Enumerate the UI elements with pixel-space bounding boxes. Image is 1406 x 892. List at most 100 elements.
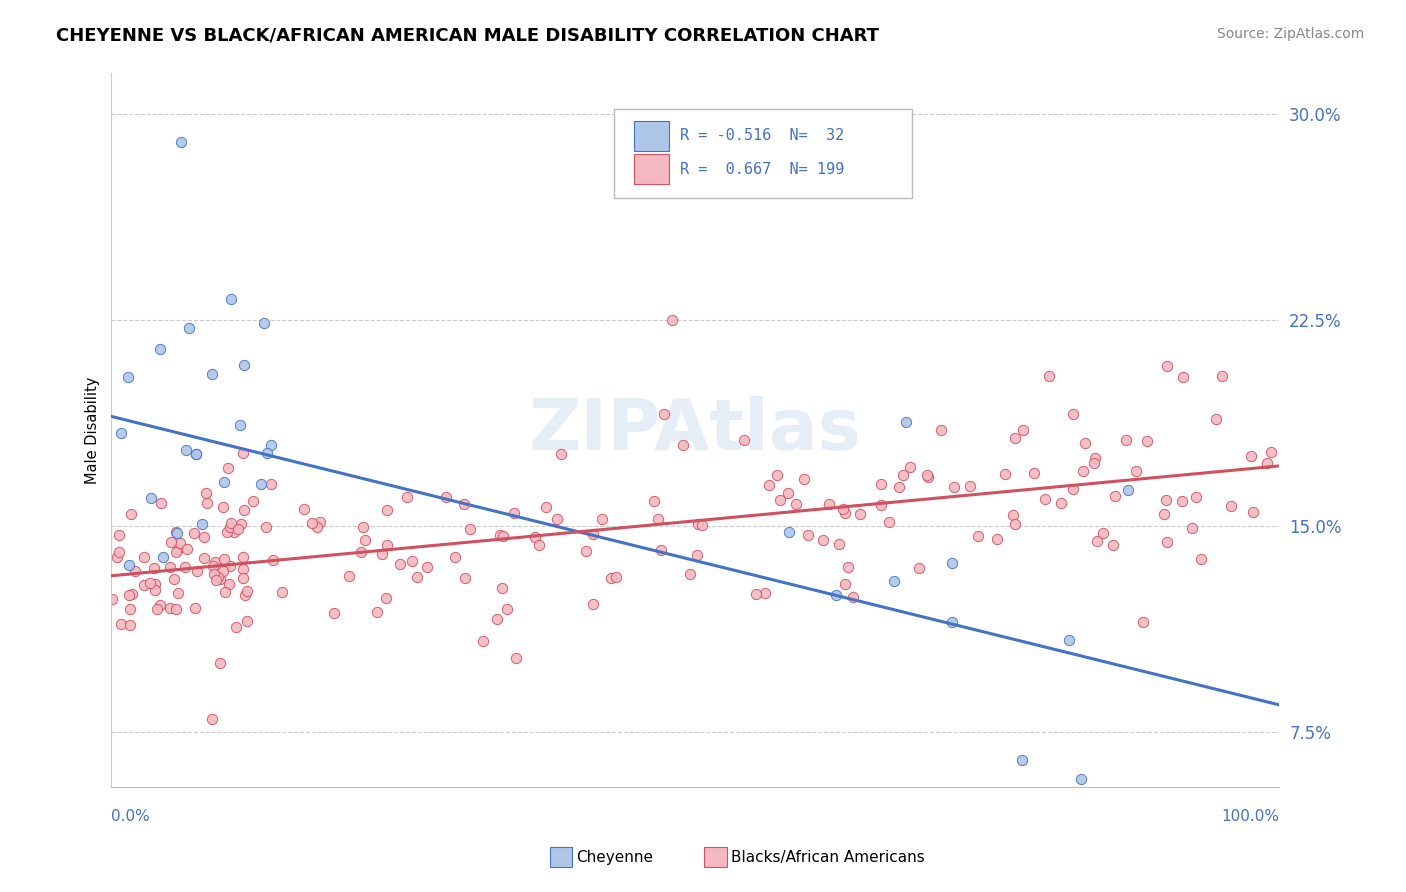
Point <box>121 587 143 601</box>
Point <box>894 415 917 429</box>
Point <box>166 542 188 557</box>
Text: ZIPAtlas: ZIPAtlas <box>529 396 862 465</box>
Point <box>766 467 789 482</box>
Point <box>212 565 235 579</box>
Point <box>388 558 411 572</box>
Point <box>453 497 475 511</box>
Point <box>650 542 672 557</box>
Point <box>354 533 377 547</box>
Text: Blacks/African Americans: Blacks/African Americans <box>731 850 925 864</box>
Point <box>202 567 225 582</box>
Point <box>118 602 141 616</box>
Point <box>232 502 254 516</box>
Point <box>1171 494 1194 508</box>
Point <box>661 313 683 327</box>
Point <box>186 565 208 579</box>
Point <box>233 587 256 601</box>
Point <box>117 558 139 573</box>
Point <box>778 524 800 539</box>
Text: 0.0%: 0.0% <box>111 809 150 824</box>
Point <box>105 549 128 564</box>
Point <box>118 618 141 632</box>
Point <box>374 591 396 605</box>
Point <box>212 500 235 514</box>
Point <box>143 577 166 591</box>
Point <box>219 558 242 573</box>
Point <box>672 438 695 452</box>
Point <box>877 515 900 529</box>
Text: R = -0.516  N=  32: R = -0.516 N= 32 <box>681 128 845 144</box>
Point <box>1241 505 1264 519</box>
Point <box>224 525 246 540</box>
Point <box>1070 772 1092 786</box>
Point <box>1189 551 1212 566</box>
Point <box>1173 370 1195 384</box>
Point <box>165 545 187 559</box>
Point <box>375 538 398 552</box>
Point <box>893 468 915 483</box>
Point <box>837 560 859 574</box>
Point <box>733 433 755 447</box>
Point <box>215 525 238 540</box>
Point <box>793 472 815 486</box>
Point <box>193 550 215 565</box>
Point <box>232 550 254 565</box>
Point <box>159 600 181 615</box>
Point <box>1011 423 1033 437</box>
Point <box>941 615 963 630</box>
Point <box>219 516 242 531</box>
Point <box>745 587 768 601</box>
Point <box>352 519 374 533</box>
Point <box>139 491 162 505</box>
Point <box>1057 632 1080 647</box>
Text: R =  0.667  N= 199: R = 0.667 N= 199 <box>681 162 845 177</box>
Point <box>117 370 139 384</box>
Point <box>869 498 891 512</box>
Point <box>690 517 713 532</box>
Point <box>184 447 207 461</box>
Point <box>1091 526 1114 541</box>
Point <box>165 602 187 616</box>
Point <box>195 496 218 510</box>
Point <box>256 446 278 460</box>
Point <box>444 549 467 564</box>
Point <box>889 480 911 494</box>
Point <box>1004 432 1026 446</box>
Point <box>232 571 254 585</box>
Point <box>186 447 208 461</box>
Point <box>534 500 557 515</box>
Point <box>898 460 921 475</box>
Point <box>110 616 132 631</box>
Point <box>339 569 361 583</box>
Point <box>1181 521 1204 535</box>
Point <box>191 517 214 532</box>
Point <box>605 570 627 584</box>
Point <box>134 578 156 592</box>
Point <box>831 502 853 516</box>
Text: Cheyenne: Cheyenne <box>576 850 654 864</box>
Point <box>797 528 820 542</box>
Point <box>488 528 510 542</box>
Point <box>221 292 243 306</box>
Point <box>124 564 146 578</box>
Point <box>101 592 124 607</box>
Point <box>214 584 236 599</box>
Point <box>834 577 856 591</box>
Point <box>652 407 675 421</box>
Point <box>139 576 162 591</box>
Point <box>581 527 603 541</box>
Point <box>120 507 142 521</box>
Text: Source: ZipAtlas.com: Source: ZipAtlas.com <box>1216 27 1364 41</box>
Point <box>1136 434 1159 448</box>
Y-axis label: Male Disability: Male Disability <box>86 376 100 483</box>
Point <box>842 590 865 604</box>
Point <box>1050 496 1073 510</box>
Point <box>776 486 799 500</box>
Point <box>1004 516 1026 531</box>
FancyBboxPatch shape <box>613 109 911 198</box>
Point <box>502 506 524 520</box>
Point <box>170 135 193 149</box>
FancyBboxPatch shape <box>634 120 669 151</box>
Point <box>152 550 174 565</box>
Point <box>260 477 283 491</box>
